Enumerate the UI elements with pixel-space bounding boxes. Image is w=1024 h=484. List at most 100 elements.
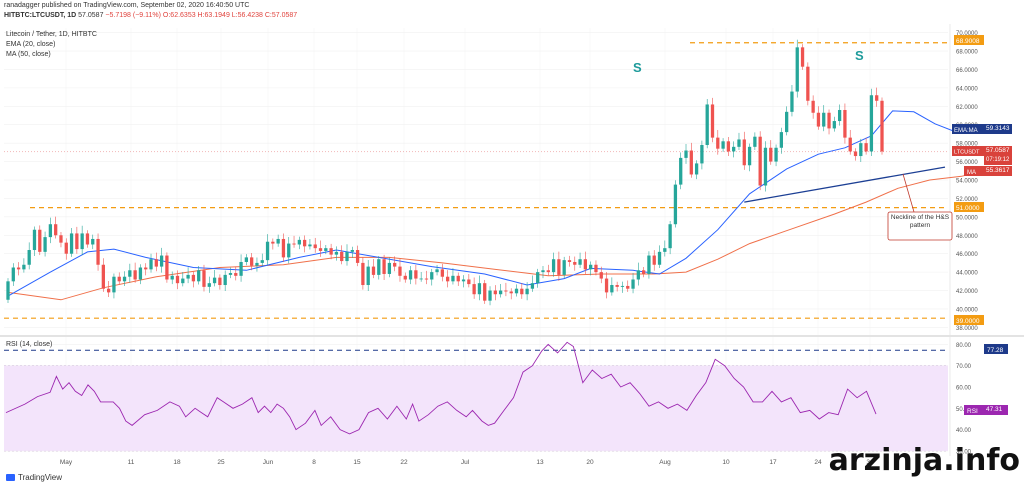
neckline-callout-arrow bbox=[902, 173, 915, 213]
ohlc-values: O:62.6353 H:63.1949 L:56.4238 C:57.0587 bbox=[162, 12, 298, 19]
tag-emama-value-box: 59.3143 bbox=[984, 124, 1012, 134]
price-axis[interactable]: 38.0000 40.0000 42.0000 44.0000 46.0000 48.00… bbox=[956, 31, 978, 455]
candle-body bbox=[578, 259, 582, 265]
candle-body bbox=[297, 239, 301, 245]
candle-body bbox=[340, 251, 344, 262]
candle-body bbox=[377, 259, 381, 275]
time-tick-label: 17 bbox=[769, 459, 777, 466]
candle-body bbox=[456, 275, 460, 282]
candle-body bbox=[562, 260, 566, 275]
candle-body bbox=[96, 238, 100, 265]
candle-body bbox=[853, 151, 858, 157]
horizontal-levels bbox=[4, 42, 948, 351]
candle-body bbox=[472, 284, 476, 295]
tradingview-brand[interactable]: TradingView bbox=[6, 473, 62, 482]
tag-ltc-label-text: LTCUSDT bbox=[954, 150, 980, 156]
candle-body bbox=[514, 288, 519, 294]
candle-body bbox=[355, 250, 360, 263]
candle-body bbox=[80, 233, 84, 250]
candle-body bbox=[69, 233, 74, 254]
candle-body bbox=[477, 283, 482, 295]
rsi-tick-label: 80.00 bbox=[956, 343, 972, 349]
price-tick-label: 52.0000 bbox=[956, 197, 978, 203]
candle-body bbox=[631, 279, 635, 289]
candle-body bbox=[382, 259, 386, 274]
price-tick-label: 66.0000 bbox=[956, 68, 978, 74]
candle-body bbox=[75, 233, 79, 250]
tag-rsi-value-box: 47.31 bbox=[984, 405, 1008, 415]
candle-body bbox=[451, 275, 455, 282]
price-tick-label: 54.0000 bbox=[956, 179, 978, 185]
candle-body bbox=[604, 278, 609, 293]
tag-rsi-level-text: 77.28 bbox=[987, 347, 1004, 354]
tradingview-logo-icon bbox=[6, 474, 15, 481]
candle-body bbox=[228, 273, 233, 275]
candle-body bbox=[737, 139, 741, 147]
candle-body bbox=[732, 146, 736, 152]
candle-body bbox=[419, 278, 423, 280]
tag-support-low bbox=[954, 315, 984, 325]
candle-body bbox=[779, 132, 783, 148]
time-tick-label: Jul bbox=[461, 459, 470, 466]
price-tick-label: 48.0000 bbox=[956, 234, 978, 240]
candle-body bbox=[498, 290, 503, 295]
candle-body bbox=[700, 144, 704, 164]
candle-body bbox=[43, 237, 47, 252]
candle-body bbox=[679, 157, 683, 185]
time-tick-label: 24 bbox=[814, 459, 822, 466]
legend-ema: EMA (20, close) bbox=[6, 41, 55, 48]
tag-rsi-label-text: RSI bbox=[967, 408, 978, 415]
candle-body bbox=[223, 274, 227, 286]
candle-body bbox=[493, 290, 497, 295]
candle-body bbox=[329, 248, 333, 255]
candle-body bbox=[710, 104, 715, 138]
candle-body bbox=[583, 259, 588, 270]
candle-body bbox=[424, 278, 429, 280]
candle-body bbox=[790, 91, 794, 112]
candle-body bbox=[684, 150, 688, 158]
tag-support-low-text: 39.0000 bbox=[956, 318, 980, 325]
candle-body bbox=[11, 267, 15, 282]
rsi-series-line bbox=[5, 341, 877, 435]
candle-body bbox=[159, 255, 164, 267]
time-tick-label: May bbox=[60, 459, 73, 466]
candle-body bbox=[22, 264, 26, 270]
candle-body bbox=[869, 95, 874, 152]
candle-body bbox=[250, 257, 254, 266]
time-tick-label: 15 bbox=[353, 459, 361, 466]
candle-body bbox=[186, 274, 190, 279]
neckline-callout-text: Neckline of the H&S pattern bbox=[890, 214, 950, 229]
candle-body bbox=[795, 47, 799, 92]
candle-body bbox=[393, 262, 397, 267]
candle-body bbox=[567, 260, 572, 262]
candle-body bbox=[191, 274, 196, 282]
candle-body bbox=[652, 255, 656, 265]
candle-body bbox=[287, 243, 291, 258]
symbol-interval: HITBTC:LTCUSDT, 1D bbox=[4, 12, 77, 19]
candle-body bbox=[589, 264, 593, 270]
legend-ma: MA (50, close) bbox=[6, 51, 51, 58]
candle-body bbox=[313, 244, 317, 249]
candle-body bbox=[440, 269, 444, 277]
candle-body bbox=[239, 261, 243, 276]
pane-divider[interactable] bbox=[0, 335, 1024, 337]
candle-body bbox=[705, 104, 709, 145]
candle-body bbox=[54, 224, 58, 236]
candle-body bbox=[302, 239, 307, 247]
legend-title: Litecoin / Tether, 1D, HITBTC bbox=[6, 31, 97, 38]
tag-ma-label bbox=[964, 166, 984, 176]
candle-body bbox=[488, 290, 492, 301]
tag-rsi-level bbox=[984, 344, 1008, 354]
price-tick-label: 56.0000 bbox=[956, 160, 978, 166]
candle-body bbox=[806, 66, 810, 101]
time-axis[interactable]: May 11 18 25 Jun 8 15 22 Jul 13 20 Aug 10 17 24 31 bbox=[60, 459, 874, 466]
candle-body bbox=[144, 267, 148, 270]
rsi-tick-label: 40.00 bbox=[956, 428, 972, 434]
candle-body bbox=[483, 283, 487, 301]
candle-body bbox=[234, 273, 238, 276]
candle-body bbox=[673, 184, 678, 225]
candle-body bbox=[785, 111, 789, 133]
candle-body bbox=[435, 269, 439, 273]
